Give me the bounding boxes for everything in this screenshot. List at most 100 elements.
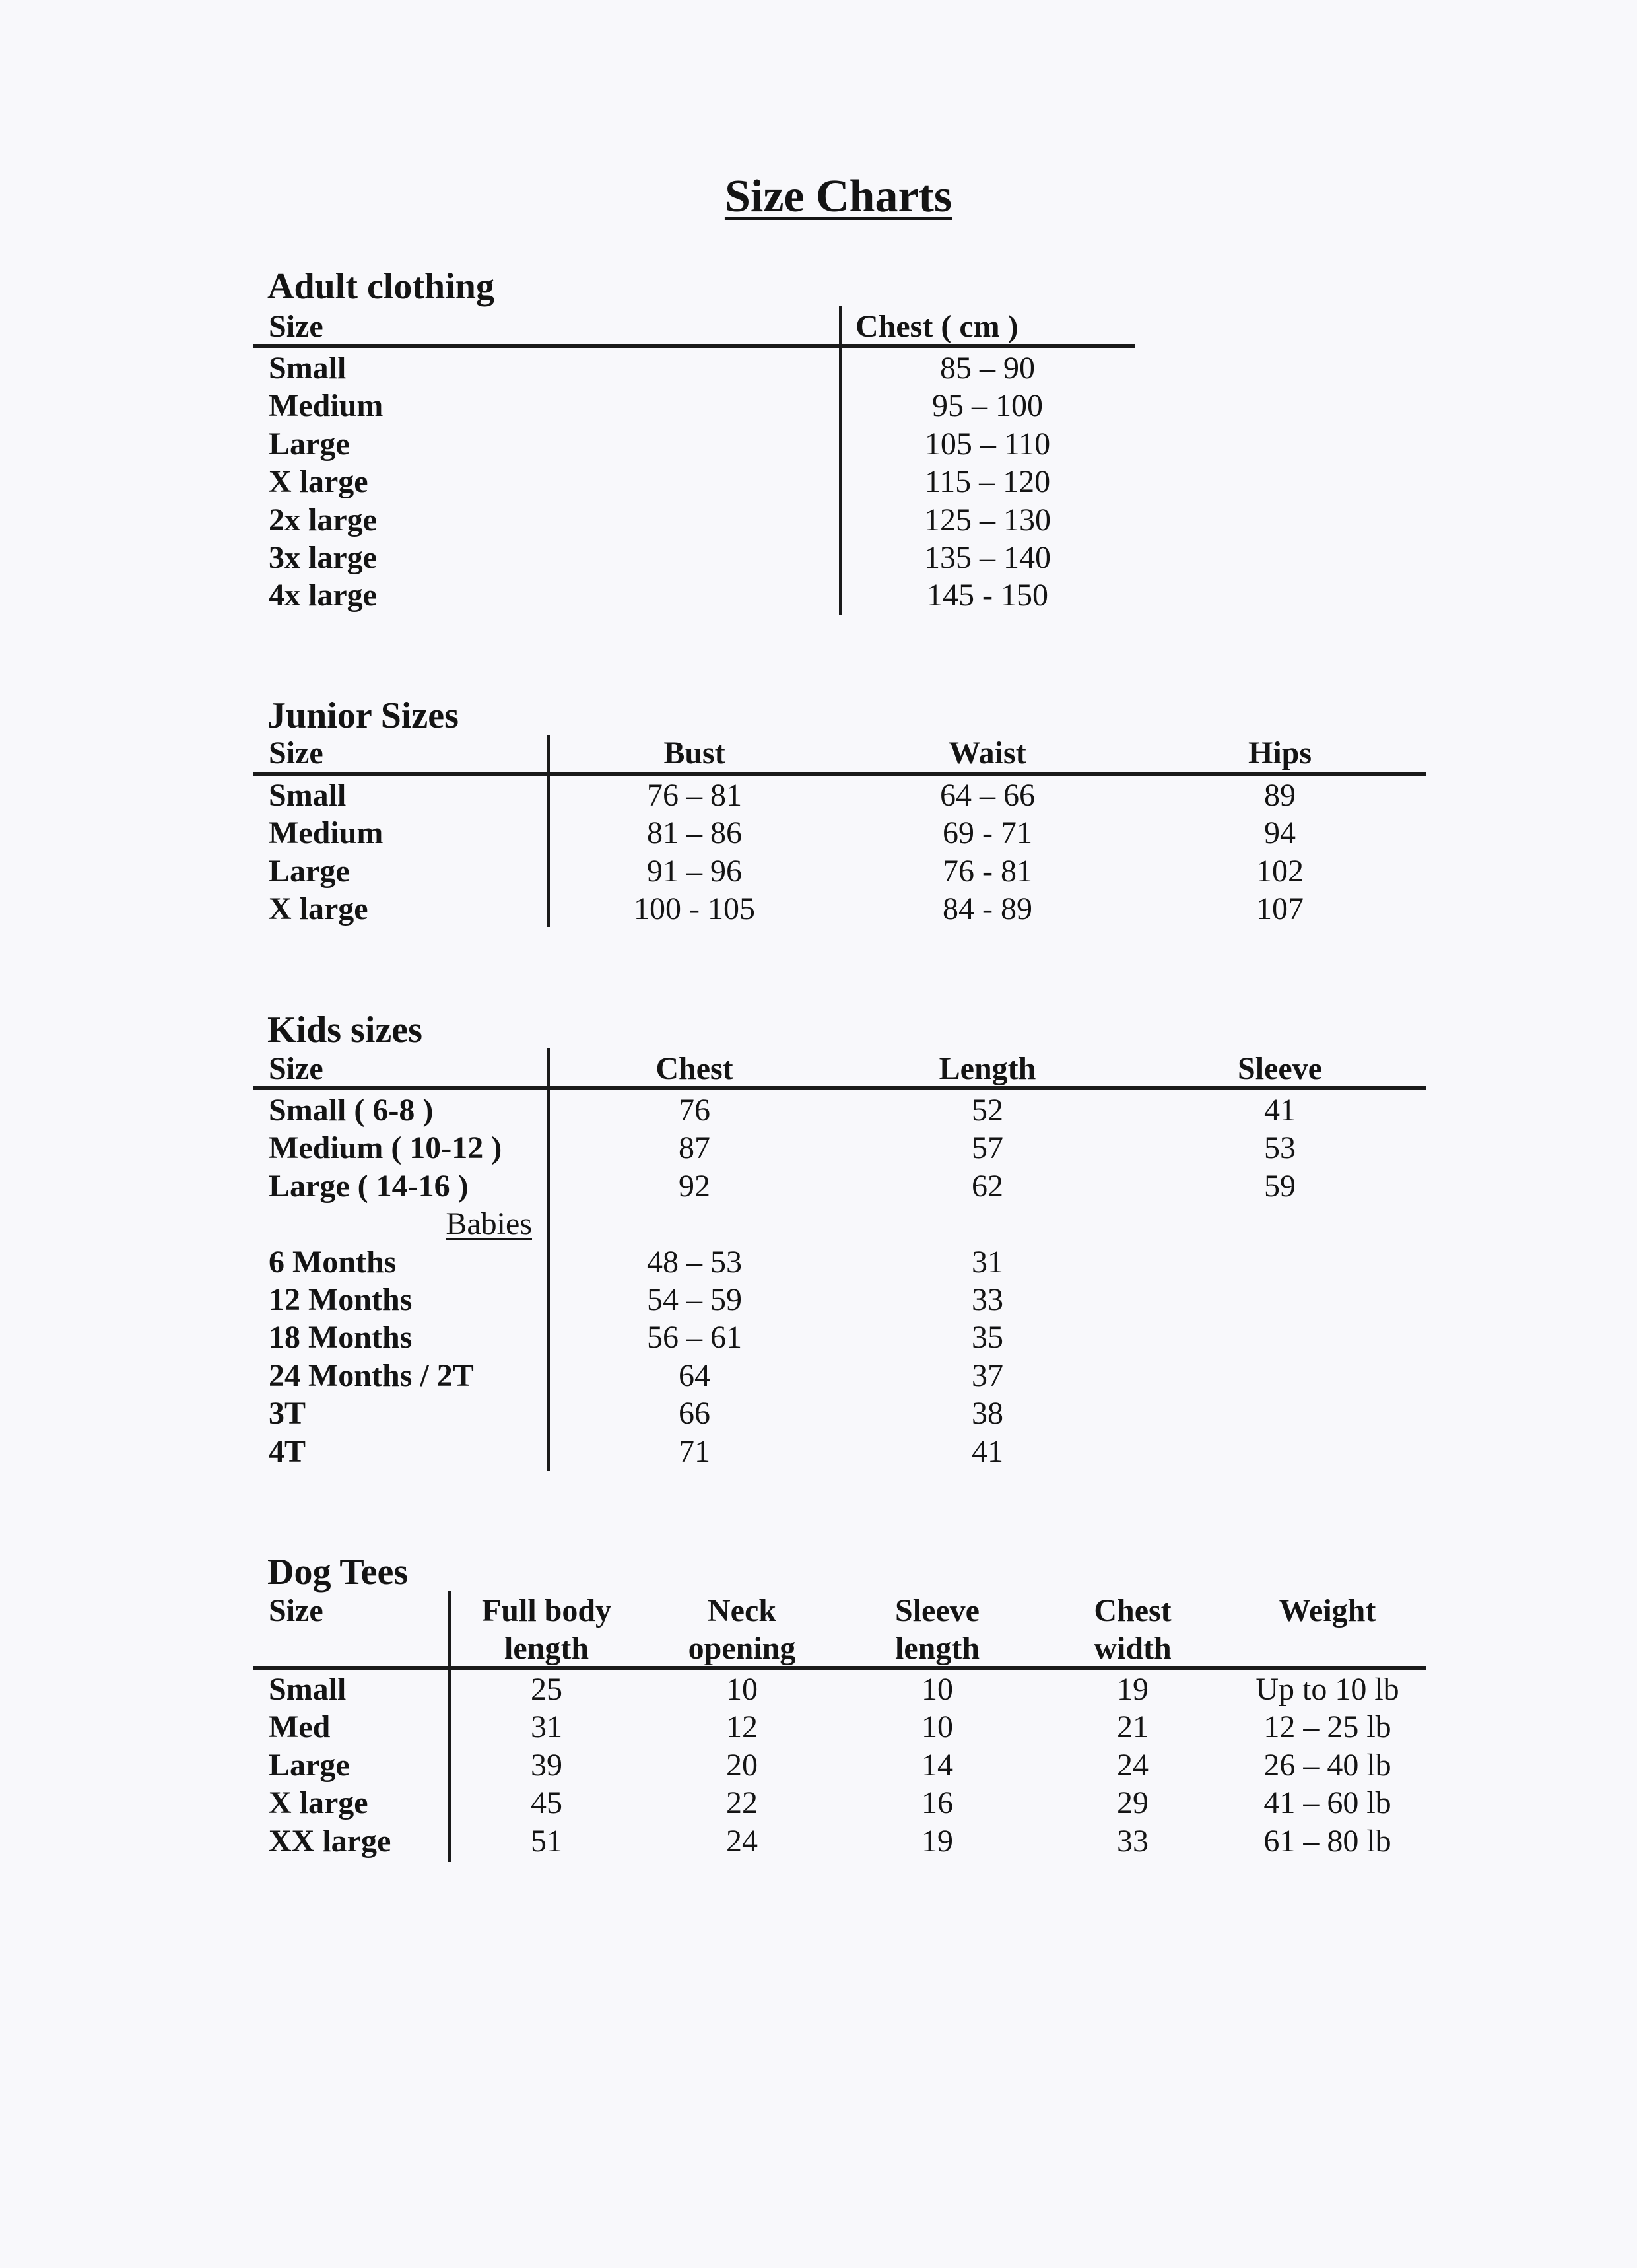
table-cell: 91 – 96 xyxy=(647,853,742,889)
table-cell: 76 - 81 xyxy=(943,853,1032,889)
table-cell: 54 – 59 xyxy=(647,1282,742,1317)
table-cell: 22 xyxy=(726,1785,758,1821)
column-header: Neck xyxy=(708,1593,776,1628)
column-header: length xyxy=(894,1631,980,1666)
size-label: 4T xyxy=(269,1433,306,1469)
table-cell: 10 xyxy=(726,1672,758,1707)
size-label: Medium xyxy=(269,388,384,424)
table-cell: 81 – 86 xyxy=(647,815,742,851)
size-label: 3T xyxy=(269,1396,306,1431)
size-label: X large xyxy=(269,891,368,927)
table-cell: 102 xyxy=(1256,853,1304,889)
table-cell: 84 - 89 xyxy=(943,891,1032,927)
table-cell: 33 xyxy=(1117,1823,1149,1859)
column-header: length xyxy=(504,1631,589,1666)
table-cell: 125 – 130 xyxy=(924,502,1051,537)
column-header: Chest xyxy=(655,1051,733,1086)
column-header: Size xyxy=(269,309,323,344)
table-cell: 39 xyxy=(531,1747,562,1783)
table-cell: 37 xyxy=(972,1357,1003,1393)
table-cell: 26 – 40 lb xyxy=(1263,1747,1391,1783)
table-cell: 19 xyxy=(921,1823,953,1859)
size-label: 24 Months / 2T xyxy=(269,1357,474,1393)
column-header: Length xyxy=(939,1051,1036,1086)
table-heading-dog: Dog Tees xyxy=(267,1552,409,1593)
column-divider xyxy=(839,306,842,615)
table-cell: 115 – 120 xyxy=(924,464,1051,500)
table-cell: 21 xyxy=(1117,1709,1149,1745)
table-cell: 56 – 61 xyxy=(647,1320,742,1356)
table-cell: 10 xyxy=(921,1672,953,1707)
table-cell: 92 xyxy=(679,1168,710,1204)
size-label: Small xyxy=(269,1672,347,1707)
table-cell: 12 – 25 lb xyxy=(1263,1709,1391,1745)
column-header: Weight xyxy=(1279,1593,1376,1628)
table-cell: 95 – 100 xyxy=(932,388,1043,424)
table-cell: 145 - 150 xyxy=(927,578,1048,613)
table-cell: 52 xyxy=(972,1093,1003,1128)
table-cell: 31 xyxy=(531,1709,562,1745)
column-divider xyxy=(547,735,550,927)
table-cell: 10 xyxy=(921,1709,953,1745)
column-header: Sleeve xyxy=(1238,1051,1322,1086)
size-label: 3x large xyxy=(269,540,377,575)
table-cell: 14 xyxy=(921,1747,953,1783)
table-cell: 64 xyxy=(679,1357,710,1393)
table-cell: 51 xyxy=(531,1823,562,1859)
column-header: Waist xyxy=(949,736,1026,771)
size-label: 4x large xyxy=(269,578,377,613)
size-label: XX large xyxy=(269,1823,391,1859)
column-header: width xyxy=(1094,1631,1172,1666)
page-title: Size Charts xyxy=(724,171,952,222)
column-divider xyxy=(547,1048,550,1471)
table-cell: 31 xyxy=(972,1244,1003,1280)
header-divider xyxy=(253,1086,1426,1090)
column-header: Size xyxy=(269,736,323,771)
column-header: Hips xyxy=(1248,736,1312,771)
table-cell: 24 xyxy=(1117,1747,1149,1783)
table-cell: 105 – 110 xyxy=(924,426,1051,462)
column-header: Sleeve xyxy=(895,1593,980,1628)
size-label: Large ( 14-16 ) xyxy=(269,1168,469,1204)
table-cell: 38 xyxy=(972,1396,1003,1431)
size-label: 12 Months xyxy=(269,1282,413,1317)
column-header: Size xyxy=(269,1593,323,1628)
size-label: 18 Months xyxy=(269,1320,413,1356)
column-header: Chest xyxy=(1094,1593,1172,1628)
babies-subheading: Babies xyxy=(446,1206,532,1242)
size-label: Small xyxy=(269,778,347,813)
table-cell: 41 xyxy=(972,1433,1003,1469)
size-label: Large xyxy=(269,853,350,889)
size-label: Small xyxy=(269,351,347,386)
table-cell: 94 xyxy=(1264,815,1296,851)
size-label: X large xyxy=(269,464,368,500)
table-cell: 85 – 90 xyxy=(940,351,1035,386)
size-label: Med xyxy=(269,1709,331,1745)
table-heading-junior: Junior Sizes xyxy=(267,695,459,736)
table-cell: 33 xyxy=(972,1282,1003,1317)
table-cell: 76 xyxy=(679,1093,710,1128)
size-label: Large xyxy=(269,426,350,462)
table-cell: 41 – 60 lb xyxy=(1263,1785,1391,1821)
column-header: Size xyxy=(269,1051,323,1086)
size-label: Small ( 6-8 ) xyxy=(269,1093,434,1128)
table-cell: 12 xyxy=(726,1709,758,1745)
column-header: Full body xyxy=(481,1593,612,1628)
table-cell: 61 – 80 lb xyxy=(1263,1823,1391,1859)
table-cell: 53 xyxy=(1264,1130,1296,1166)
size-label: 2x large xyxy=(269,502,377,537)
table-cell: 66 xyxy=(679,1396,710,1431)
table-cell: 100 - 105 xyxy=(634,891,755,927)
table-cell: 69 - 71 xyxy=(943,815,1032,851)
column-header: Bust xyxy=(663,736,725,771)
table-cell: 16 xyxy=(921,1785,953,1821)
size-label: Medium xyxy=(269,815,384,851)
table-cell: 41 xyxy=(1264,1093,1296,1128)
table-heading-kids: Kids sizes xyxy=(267,1010,422,1050)
size-label: X large xyxy=(269,1785,368,1821)
size-label: Medium ( 10-12 ) xyxy=(269,1130,502,1166)
table-cell: 57 xyxy=(972,1130,1003,1166)
table-heading-adult: Adult clothing xyxy=(267,266,494,307)
table-cell: 29 xyxy=(1117,1785,1149,1821)
table-cell: 48 – 53 xyxy=(647,1244,742,1280)
